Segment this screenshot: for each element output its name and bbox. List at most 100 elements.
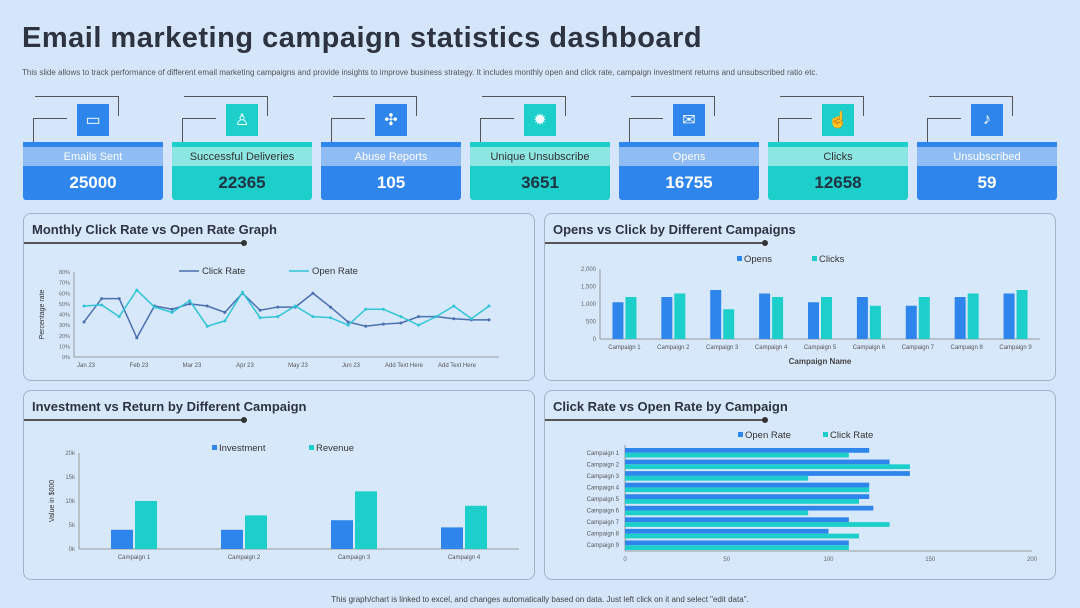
panel-investment-return: Investment vs Return by Different Campai… (23, 390, 535, 580)
kpi-card: ♪ Unsubscribed 59 (917, 96, 1057, 204)
y-axis-label: Percentage rate (39, 289, 46, 339)
y-tick-label: 0 (593, 337, 597, 343)
legend-label: Clicks (819, 254, 845, 265)
data-point (170, 307, 174, 311)
data-point (487, 318, 491, 322)
data-point (205, 324, 209, 328)
kpi-label: Unsubscribed (917, 142, 1057, 166)
y-tick-label: Campaign 8 (587, 532, 620, 538)
bell-icon: ♪ (971, 104, 1003, 136)
data-point (487, 304, 491, 308)
bar-revenue (355, 491, 377, 549)
kpi-value: 22365 (172, 166, 312, 200)
bar-clicks (821, 297, 832, 339)
y-tick-label: Campaign 7 (587, 520, 620, 526)
chart-title: Click Rate vs Open Rate by Campaign (553, 399, 788, 414)
connector-line (35, 96, 119, 116)
bar-opens (954, 297, 966, 339)
kpi-card: ✹ Unique Unsubscribe 3651 (470, 96, 610, 204)
data-point (452, 317, 456, 321)
x-tick-label: Campaign 1 (118, 555, 151, 561)
bar-clicks (1016, 290, 1028, 339)
data-point (82, 304, 86, 308)
bar-revenue (465, 505, 487, 549)
y-tick-label: Campaign 4 (587, 485, 620, 491)
data-point (329, 316, 333, 320)
kpi-value: 16755 (619, 166, 759, 200)
kpi-label: Clicks (768, 142, 908, 166)
legend-marker (737, 256, 742, 261)
bar-chart: 0 500 1,000 1,500 2,000 Campaign 1 Campaign 2 C… (581, 254, 1040, 366)
y-tick-label: 70% (59, 281, 70, 287)
x-tick-label: Campaign 6 (853, 345, 886, 351)
y-tick-label: 5k (69, 523, 76, 529)
data-point (117, 297, 121, 301)
bar-clicks (723, 309, 735, 339)
bar-chart: 0k 5k 10k 15k 20k Campaign 1 Campaign 2 Campaig… (49, 443, 519, 561)
panel-click-open-rate: Click Rate vs Open Rate by Campaign 0 50 1… (544, 390, 1056, 580)
x-tick-label: 150 (925, 557, 936, 563)
data-point (152, 305, 156, 309)
data-point (240, 290, 244, 294)
y-tick-label: Campaign 5 (587, 497, 620, 503)
series-line-1 (83, 288, 490, 328)
x-tick-label: Mar 23 (183, 363, 202, 369)
kpi-label: Unique Unsubscribe (470, 142, 610, 166)
x-tick-label: Campaign 3 (338, 555, 371, 561)
footer-note: This graph/chart is linked to excel, and… (331, 595, 749, 604)
data-point (82, 320, 86, 324)
connector-line (482, 96, 566, 116)
bar-revenue (245, 515, 267, 549)
kpi-card: ▭ Emails Sent 25000 (23, 96, 163, 204)
bar-click-rate (625, 499, 860, 504)
x-tick-label: Apr 23 (236, 363, 254, 369)
series-line-0 (83, 292, 489, 340)
data-point (135, 288, 139, 292)
kpi-card: ♙ Successful Deliveries 22365 (172, 96, 312, 204)
bar-clicks (674, 293, 686, 339)
kpi-label: Abuse Reports (321, 142, 461, 166)
kpi-value: 12658 (768, 166, 908, 200)
x-tick-label: Feb 23 (130, 363, 149, 369)
folder-icon: ▭ (77, 104, 109, 136)
y-tick-label: 40% (59, 313, 70, 319)
y-tick-label: Campaign 2 (587, 462, 620, 468)
kpi-label: Successful Deliveries (172, 142, 312, 166)
page-subtitle: This slide allows to track performance o… (22, 68, 818, 77)
bar-opens (856, 297, 868, 339)
kpi-card: ✉ Opens 16755 (619, 96, 759, 204)
data-point (417, 323, 421, 327)
panel-opens-clicks: Opens vs Click by Different Campaigns 0 5… (544, 213, 1056, 381)
bar-click-rate (625, 487, 870, 493)
legend-marker (823, 432, 828, 437)
connector-line (631, 96, 715, 116)
bar-click-rate (625, 464, 910, 470)
bar-open-rate (625, 505, 874, 511)
x-tick-label: Add Text Here (438, 363, 477, 369)
x-tick-label: 50 (723, 557, 730, 563)
legend-label: Open Rate (745, 430, 791, 441)
kpi-value: 59 (917, 166, 1057, 200)
kpi-label: Emails Sent (23, 142, 163, 166)
data-point (399, 321, 403, 325)
connector-line (929, 96, 1013, 116)
y-tick-label: 0% (62, 355, 70, 361)
x-tick-label: Campaign 9 (999, 345, 1032, 351)
bar-open-rate (625, 482, 870, 488)
x-tick-label: Campaign 4 (755, 345, 788, 351)
x-tick-label: 100 (823, 557, 834, 563)
data-point (469, 317, 473, 321)
x-tick-label: Campaign 1 (608, 345, 641, 351)
bar-clicks (625, 297, 637, 339)
y-tick-label: 80% (59, 270, 70, 276)
data-point (223, 310, 227, 314)
legend-label: Open Rate (312, 266, 358, 277)
bar-open-rate (625, 517, 849, 523)
x-tick-label: Campaign 7 (902, 345, 935, 351)
data-point (381, 307, 385, 311)
bar-clicks (869, 305, 881, 339)
bar-clicks (772, 297, 784, 339)
kpi-card: ✣ Abuse Reports 105 (321, 96, 461, 204)
y-tick-label: 15k (65, 475, 76, 481)
data-point (293, 304, 297, 308)
